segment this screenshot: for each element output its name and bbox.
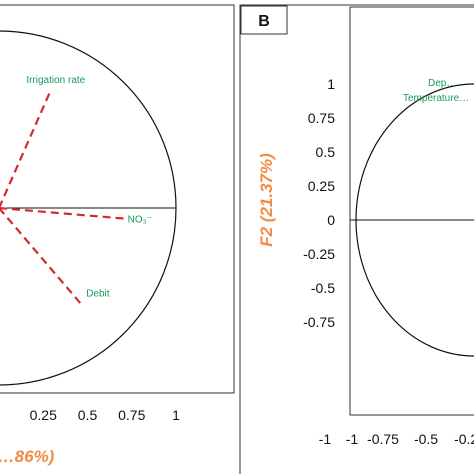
panel-letter: B: [258, 13, 270, 30]
y-tick-label: -0.5: [311, 280, 335, 296]
x-tick-label: -1: [319, 431, 332, 447]
x-tick-label: 0.25: [30, 407, 57, 423]
x-tick-label: 0.75: [118, 407, 145, 423]
y-tick-label: 0: [327, 212, 335, 228]
variable-label: Irrigation rate: [26, 75, 85, 86]
x-axis-label: (…86%): [0, 447, 55, 466]
panel-letter-box: [240, 5, 288, 35]
y-tick-label: 0.5: [316, 144, 336, 160]
loading-vector: [0, 206, 125, 220]
y-tick-label: 1: [327, 76, 335, 92]
x-tick-label: -1: [346, 431, 359, 447]
variable-label: Dep…: [428, 78, 456, 89]
y-axis-label: F2 (21.37%): [257, 153, 276, 247]
x-tick-label: 0.5: [78, 407, 98, 423]
x-tick-label: -0.25: [454, 431, 474, 447]
y-tick-label: -0.75: [303, 314, 335, 330]
panel-a-frame: [0, 4, 235, 394]
loading-vector: [0, 90, 52, 209]
x-tick-label: -0.5: [414, 431, 438, 447]
plot-area-frame: [349, 6, 474, 416]
y-tick-label: -0.25: [303, 246, 335, 262]
variable-label: NO₃⁻: [128, 215, 152, 226]
y-tick-label: 0.25: [308, 178, 335, 194]
variable-label: Debit: [86, 288, 110, 299]
y-tick-label: 0.75: [308, 110, 335, 126]
x-tick-label: -0.75: [367, 431, 399, 447]
variable-label: Temperature…: [403, 93, 469, 104]
panel-b-frame: [239, 4, 474, 474]
panel-a: Irrigation rate NO₃⁻ Debit 0.25 0.5 0.75 1 (…86…: [0, 4, 235, 466]
x-tick-label: 1: [172, 407, 180, 423]
panel-b: B 1 0.75 0.5 0.25 0 -0.25 -0.5 -0.75 -1 -1 -0.75 -0.…: [239, 4, 474, 474]
loading-vector: [0, 207, 84, 307]
